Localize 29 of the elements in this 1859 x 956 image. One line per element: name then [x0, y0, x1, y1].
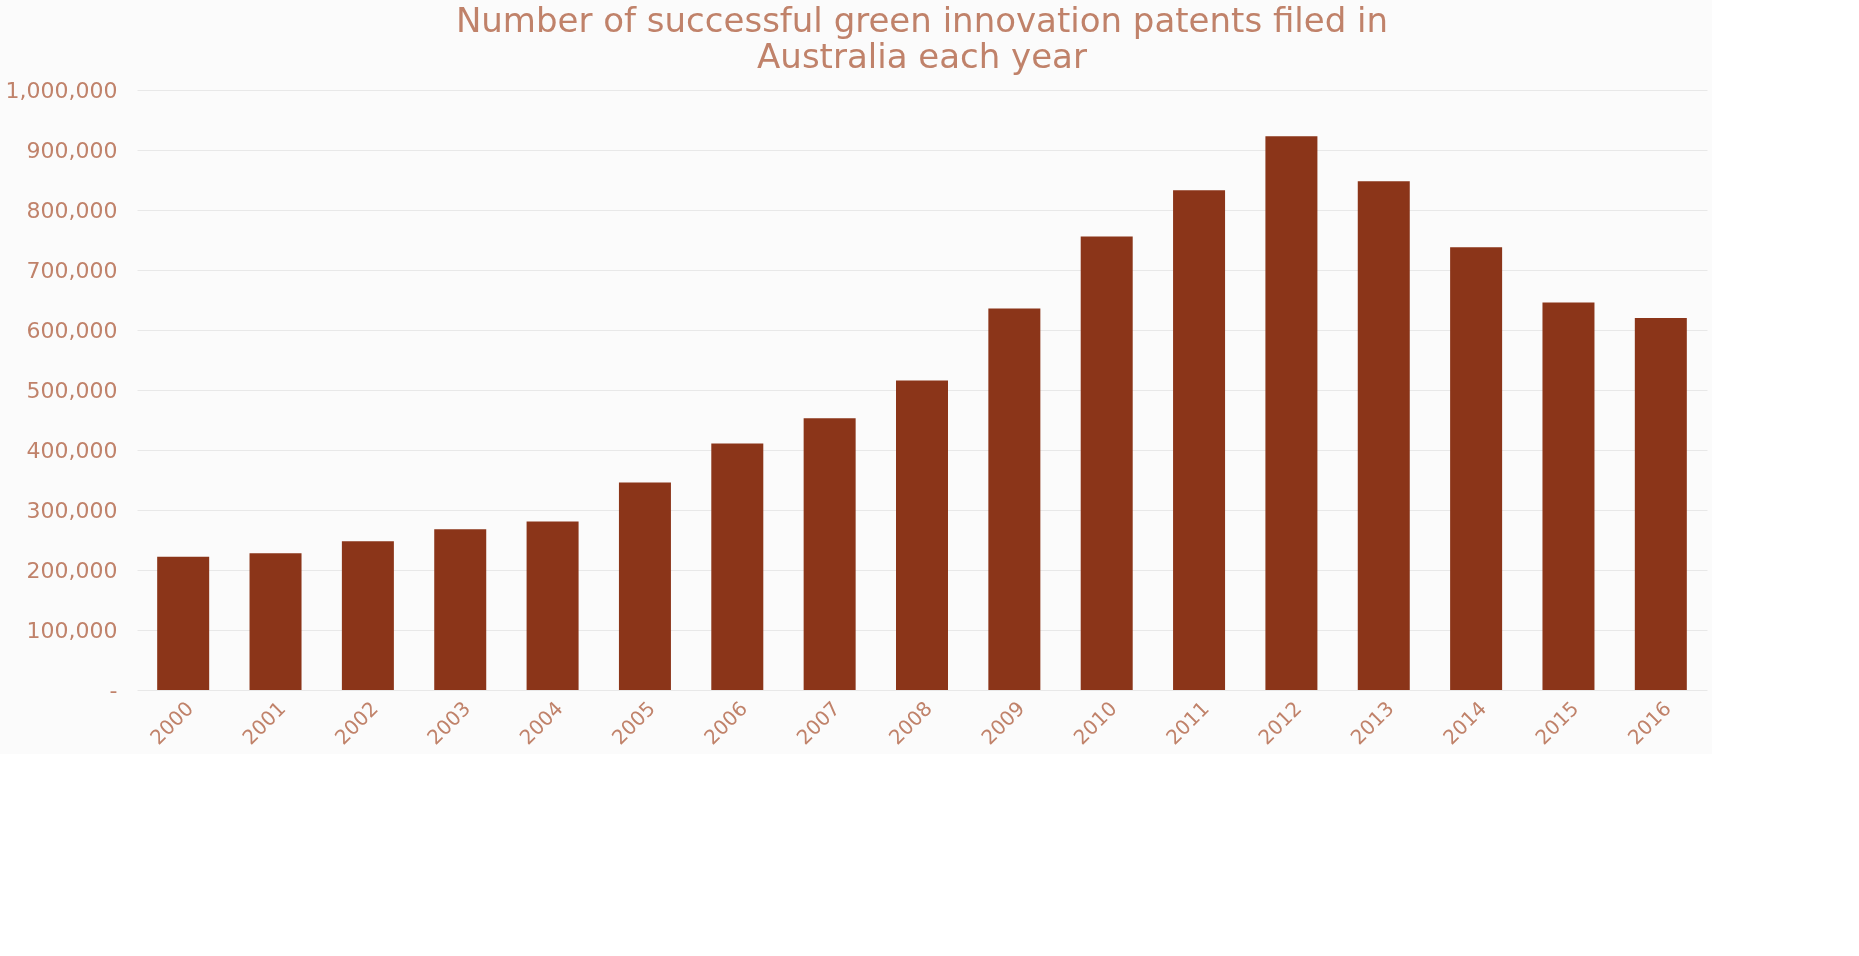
bar [618, 482, 671, 690]
bar [988, 308, 1041, 690]
y-tick-label: 700,000 [26, 257, 118, 283]
y-tick-label: - [109, 677, 118, 703]
bar [1080, 236, 1133, 690]
text: Number of successful green innovation patents filed in [455, 0, 1389, 40]
y-tick-label: 1,000,000 [5, 77, 118, 103]
y-tick-label: 500,000 [26, 377, 118, 403]
bar [526, 521, 579, 690]
y-tick-label: 300,000 [26, 497, 118, 523]
y-tick-label: 900,000 [26, 137, 118, 163]
bar [1173, 190, 1226, 690]
bar [803, 418, 856, 690]
bar [1357, 181, 1410, 690]
bar [1634, 318, 1687, 690]
y-tick-label: 600,000 [26, 317, 118, 343]
bar [1265, 136, 1318, 690]
bar [896, 380, 948, 690]
bar [1450, 247, 1503, 690]
y-tick-label: 800,000 [26, 197, 118, 223]
bar [157, 556, 210, 690]
bar [711, 443, 764, 690]
bar [434, 529, 487, 690]
bar [341, 541, 394, 690]
y-tick-label: 400,000 [26, 437, 118, 463]
bar [1542, 302, 1595, 690]
bar [249, 553, 302, 690]
y-tick-label: 200,000 [26, 557, 118, 583]
y-tick-label: 100,000 [26, 617, 118, 643]
